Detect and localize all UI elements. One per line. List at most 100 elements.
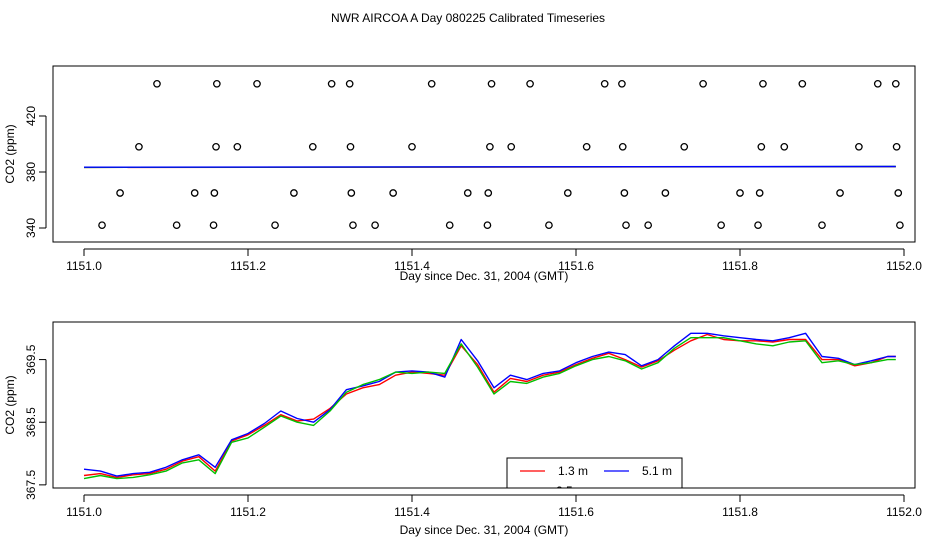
data-point	[347, 189, 356, 197]
x-tick-label: 1151.0	[66, 259, 102, 273]
data-point	[545, 221, 553, 230]
data-point	[349, 221, 357, 230]
data-point	[798, 79, 807, 88]
data-point	[271, 221, 279, 230]
data-point	[484, 189, 493, 197]
legend-entry-3-clip: 2.5	[556, 484, 573, 498]
data-point	[172, 221, 181, 230]
data-point	[327, 79, 336, 88]
x-tick-label: 1151.8	[722, 505, 758, 519]
data-point	[346, 142, 355, 151]
panel-top-y-label: CO2 (ppm)	[3, 124, 17, 183]
data-point	[780, 142, 789, 151]
data-point	[526, 79, 534, 88]
y-tick-label: 368.5	[24, 407, 38, 437]
data-point	[717, 221, 725, 230]
legend: 1.3 m 5.1 m 2.5	[506, 457, 683, 498]
legend-label-1: 1.3 m	[558, 464, 588, 478]
data-point	[759, 79, 767, 88]
data-point	[836, 189, 844, 197]
series-line-2.5	[83, 337, 896, 480]
data-point	[680, 142, 689, 151]
data-point	[389, 189, 397, 197]
series-line	[83, 165, 896, 168]
panel-bottom: 1151.0 1151.2 1151.4 1151.6 1151.8 1152.0 367…	[3, 321, 922, 537]
x-tick-label: 1151.6	[558, 505, 594, 519]
panel-top-points	[98, 79, 904, 230]
data-point	[427, 79, 436, 88]
data-point	[212, 79, 221, 88]
data-point	[873, 79, 882, 88]
y-tick-label: 380	[24, 162, 38, 182]
data-point	[600, 79, 609, 88]
data-point	[212, 142, 220, 151]
data-point	[892, 142, 901, 151]
data-point	[233, 142, 242, 151]
data-point	[757, 142, 766, 151]
legend-label-3: 2.5	[556, 484, 573, 498]
panel-bottom-x-axis: 1151.0 1151.2 1151.4 1151.6 1151.8 1152.0	[66, 494, 922, 519]
x-tick-label: 1152.0	[886, 505, 922, 519]
panel-top-frame	[52, 65, 916, 243]
data-point	[644, 221, 653, 230]
data-point	[755, 189, 764, 197]
data-point	[135, 142, 143, 151]
data-point	[116, 189, 124, 197]
panel-top-y-axis: 340 380 420	[24, 106, 47, 238]
data-point	[345, 79, 354, 88]
series-line-1.3m	[83, 333, 896, 479]
panel-bottom-series	[83, 332, 896, 480]
panel-bottom-x-label: Day since Dec. 31, 2004 (GMT)	[400, 523, 569, 537]
x-tick-label: 1151.2	[230, 259, 266, 273]
data-point	[661, 189, 670, 197]
legend-label-2: 5.1 m	[642, 464, 672, 478]
data-point	[190, 189, 199, 197]
data-point	[896, 221, 904, 230]
data-point	[253, 79, 261, 88]
data-point	[371, 221, 379, 230]
panel-bottom-frame	[52, 321, 916, 489]
x-tick-label: 1151.4	[394, 505, 430, 519]
panel-bottom-y-label: CO2 (ppm)	[3, 375, 17, 434]
data-point	[98, 221, 106, 230]
data-point	[622, 221, 630, 230]
data-point	[486, 142, 494, 151]
panel-top-series	[83, 165, 896, 169]
data-point	[894, 189, 903, 197]
x-tick-label: 1151.2	[230, 505, 266, 519]
data-point	[699, 79, 707, 88]
data-point	[153, 79, 161, 88]
y-tick-label: 340	[24, 218, 38, 238]
data-point	[483, 221, 492, 230]
x-tick-label: 1152.0	[886, 259, 922, 273]
data-point	[408, 142, 416, 151]
data-point	[463, 189, 472, 197]
legend-box	[506, 457, 683, 489]
x-tick-label: 1151.8	[722, 259, 758, 273]
data-point	[308, 142, 317, 151]
panel-top: 1151.0 1151.2 1151.4 1151.6 1151.8 1152.0 340…	[3, 65, 922, 283]
data-point	[209, 221, 218, 230]
data-point	[818, 221, 826, 230]
data-point	[620, 189, 629, 197]
panel-top-x-label: Day since Dec. 31, 2004 (GMT)	[400, 269, 569, 283]
y-tick-label: 367.5	[24, 470, 38, 500]
data-point	[582, 142, 591, 151]
x-tick-label: 1151.0	[66, 505, 102, 519]
data-point	[507, 142, 516, 151]
data-point	[855, 142, 863, 151]
data-point	[618, 142, 627, 151]
data-point	[754, 221, 762, 230]
y-tick-label: 420	[24, 106, 38, 126]
y-tick-label: 369.5	[24, 344, 38, 374]
data-point	[290, 189, 298, 197]
data-point	[487, 79, 496, 88]
data-point	[210, 189, 219, 197]
figure-title: NWR AIRCOA A Day 080225 Calibrated Times…	[331, 11, 605, 25]
data-point	[445, 221, 454, 230]
series-line-5.1m	[83, 332, 896, 477]
data-point	[736, 189, 744, 197]
data-point	[891, 79, 900, 88]
panel-bottom-y-axis: 367.5 368.5 369.5	[24, 344, 47, 500]
